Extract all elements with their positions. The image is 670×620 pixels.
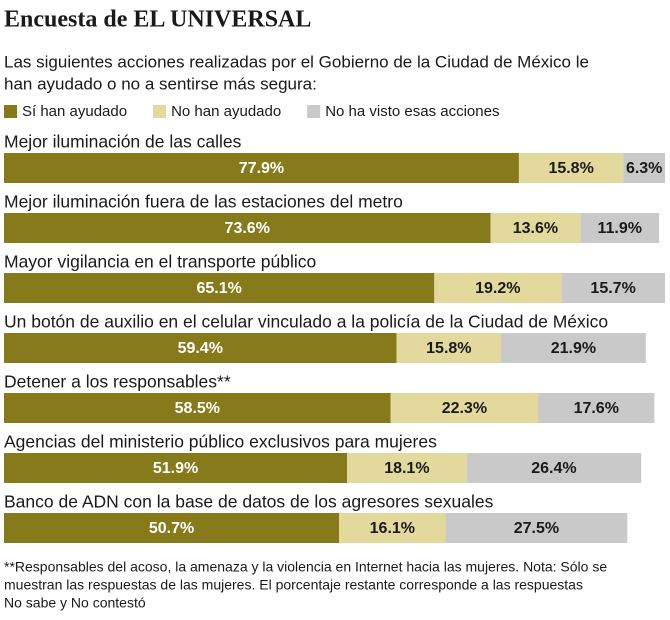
category-label: Agencias del ministerio público exclusiv… <box>4 432 437 452</box>
value-label: 6.3% <box>626 160 662 177</box>
chart-title: Encuesta de EL UNIVERSAL <box>4 7 311 33</box>
value-label: 59.4% <box>178 340 223 357</box>
bar-segment <box>4 453 348 483</box>
bar-segment <box>538 393 655 423</box>
bar-segment <box>4 213 491 243</box>
value-label: 19.2% <box>475 280 520 297</box>
bar-segment <box>4 393 391 423</box>
bar-segment <box>4 153 519 183</box>
category-label: Mayor vigilancia en el transporte públic… <box>4 252 316 272</box>
value-label: 13.6% <box>513 220 558 237</box>
bar-segment <box>434 273 562 303</box>
value-label: 77.9% <box>239 160 284 177</box>
footnote: No sabe y No contestó <box>4 595 146 611</box>
bar-segment <box>4 513 340 543</box>
legend-label: No ha visto esas acciones <box>325 103 499 120</box>
bar-segment <box>561 273 665 303</box>
value-label: 17.6% <box>574 400 619 417</box>
value-label: 22.3% <box>442 400 487 417</box>
bar-segment <box>518 153 624 183</box>
bar-segment <box>4 333 397 363</box>
value-label: 26.4% <box>531 460 576 477</box>
value-label: 50.7% <box>149 520 194 537</box>
value-label: 21.9% <box>551 340 596 357</box>
legend-swatch <box>153 105 167 118</box>
category-label: Mejor iluminación de las calles <box>4 132 242 152</box>
category-label: Mejor iluminación fuera de las estacione… <box>4 192 403 212</box>
bar-segment <box>445 513 628 543</box>
bar-segment <box>339 513 446 543</box>
value-label: 58.5% <box>175 400 220 417</box>
footnote: **Responsables del acoso, la amenaza y l… <box>4 559 607 575</box>
legend-swatch <box>4 105 17 118</box>
value-label: 27.5% <box>514 520 559 537</box>
value-label: 18.1% <box>384 460 429 477</box>
bar-segment <box>501 333 646 363</box>
value-label: 11.9% <box>597 220 641 237</box>
bar-segment <box>466 453 642 483</box>
footnote: muestran las respuestas de las mujeres. … <box>4 577 583 593</box>
value-label: 73.6% <box>225 220 270 237</box>
category-label: Detener a los responsables** <box>4 372 231 392</box>
bar-segment <box>4 273 435 303</box>
bar-segment <box>623 153 665 183</box>
legend-label: No han ayudado <box>171 103 281 120</box>
value-label: 15.8% <box>548 160 593 177</box>
category-label: Banco de ADN con la base de datos de los… <box>4 492 494 512</box>
bar-segment <box>390 393 539 423</box>
value-label: 51.9% <box>153 460 198 477</box>
subtitle: Las siguientes acciones realizadas por e… <box>4 52 589 71</box>
legend-label: Sí han ayudado <box>22 103 127 120</box>
value-label: 16.1% <box>370 520 415 537</box>
value-label: 15.8% <box>426 340 471 357</box>
bar-segment <box>580 213 660 243</box>
bar-segment <box>490 213 581 243</box>
subtitle: han ayudado o no a sentirse más segura: <box>4 74 317 93</box>
legend-swatch <box>307 105 321 118</box>
value-label: 65.1% <box>196 280 241 297</box>
bar-segment <box>396 333 502 363</box>
value-label: 15.7% <box>590 280 635 297</box>
category-label: Un botón de auxilio en el celular vincul… <box>4 312 608 332</box>
bar-segment <box>347 453 467 483</box>
